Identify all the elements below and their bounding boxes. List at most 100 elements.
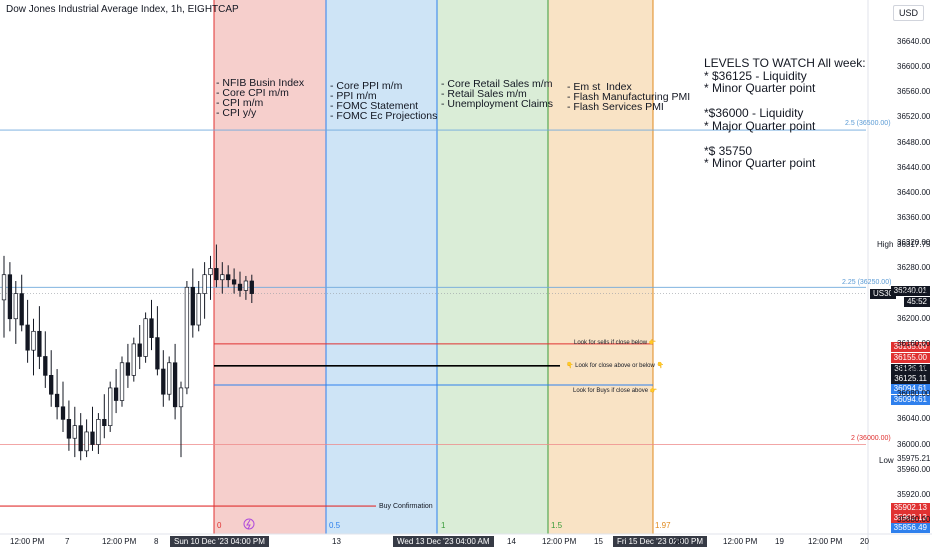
candle-down: [19, 293, 24, 326]
candle-down: [190, 286, 195, 326]
session-zone-orange: [548, 0, 653, 534]
candle-up: [143, 318, 148, 357]
candle-down: [66, 419, 72, 439]
event-note-friday: - Em st Index - Flash Manufacturing PMI …: [567, 81, 691, 113]
price-tag-buys-2: 36094.61: [890, 395, 930, 405]
time-tick: 19: [775, 537, 784, 546]
candle-down: [60, 406, 66, 420]
candle-down: [49, 374, 54, 395]
session-zone-red: [214, 0, 326, 534]
alert-bolt-icon: [243, 518, 255, 530]
low-value: 35975.21: [897, 454, 931, 463]
candle-up: [13, 293, 18, 320]
candle-down: [172, 362, 178, 408]
time-tick: 12:00 PM: [542, 537, 577, 546]
time-tag-sunday: Sun 10 Dec '23 04:00 PM: [170, 536, 269, 547]
fib-number-1-97: 1.97: [655, 521, 671, 530]
candle-up: [208, 268, 213, 276]
candle-down: [113, 387, 119, 401]
currency-button[interactable]: USD: [892, 5, 924, 21]
candle-up: [1, 274, 7, 301]
buys-note: Look for Buys if close above 👉: [573, 388, 658, 394]
price-tick: 36080.00: [897, 389, 931, 399]
candle-up: [96, 419, 101, 445]
high-value: 36317.75: [897, 240, 931, 249]
candle-up: [119, 362, 125, 401]
fib-number-1: 1: [441, 521, 446, 530]
candle-up: [178, 387, 184, 408]
candle-up: [243, 280, 249, 291]
candle-down: [54, 393, 60, 408]
candle-down: [149, 318, 154, 338]
candle-up: [131, 343, 136, 376]
candle-down: [90, 431, 95, 445]
candle-down: [231, 279, 237, 285]
candle-up: [167, 362, 172, 395]
price-tick: 36640.00: [897, 37, 931, 46]
candle-down: [78, 425, 83, 452]
candle-down: [161, 368, 166, 395]
price-tag-buy-confirmation: 35902.13: [890, 503, 930, 513]
price-tick: 36200.00: [897, 313, 931, 323]
low-label: Low: [879, 456, 894, 465]
candle-down: [43, 356, 48, 376]
fib-upper-label: 2.5 (36500.00): [845, 120, 891, 127]
price-tick: 36320.00: [897, 238, 931, 248]
price-tag-close-2: 36125.11: [891, 374, 930, 384]
candle-up: [72, 425, 77, 439]
candle-down: [237, 283, 243, 291]
candle-down: [37, 330, 42, 357]
candle-up: [202, 274, 207, 294]
time-tick: 14: [507, 537, 516, 546]
event-note-tuesday: - NFIB Busin Index - Core CPI m/m - CPI …: [216, 77, 305, 119]
price-tick: 36400.00: [897, 187, 931, 197]
candle-down: [137, 343, 142, 357]
price-tag-low-bar: 35856.49: [890, 523, 930, 533]
price-tick: 36440.00: [897, 162, 931, 172]
time-tick: 12:00 PM: [723, 537, 758, 546]
candle-down: [226, 274, 231, 281]
price-tick: 36160.00: [897, 338, 931, 348]
levels-to-watch-note: LEVELS TO WATCH All week: * $36125 - Liq…: [704, 56, 866, 170]
candle-up: [84, 431, 89, 452]
time-tag-friday: Fri 15 Dec '23 02:00 PM: [613, 536, 708, 547]
alert-bolt-icon: [246, 519, 251, 530]
price-tag-sells-2: 36155.00: [890, 353, 930, 363]
candle-down: [25, 324, 30, 351]
candle-down: [155, 337, 160, 370]
time-tick: 8: [154, 537, 159, 546]
price-tick: 36240.00: [897, 288, 931, 298]
time-tick: 12:00 PM: [10, 537, 45, 546]
price-tag-close: 36125.11: [891, 364, 930, 374]
price-tick: 36040.00: [897, 414, 931, 424]
close-note: 👇 Look for close above or below 👇: [566, 363, 664, 369]
countdown-tag: 45:52: [903, 297, 930, 307]
current-price-tag: 36240.01: [890, 286, 930, 296]
price-tag-buy-confirmation-2: 35902.13: [890, 513, 930, 523]
time-tick: 15: [594, 537, 603, 546]
fib-number-0: 0: [217, 521, 222, 530]
candle-down: [249, 280, 254, 294]
price-tag-buys: 36094.61: [890, 384, 930, 394]
time-tag-wednesday: Wed 13 Dec '23 04:00 AM: [393, 536, 494, 547]
time-tick: 20: [860, 537, 869, 546]
time-tick: 18: [674, 537, 683, 546]
candle-down: [125, 362, 131, 376]
session-zone-blue: [326, 0, 437, 534]
fib-lower-label: 2 (36000.00): [851, 435, 891, 442]
price-tick: 36560.00: [897, 87, 931, 97]
time-tick: 12:00 PM: [808, 537, 843, 546]
price-tick: 36360.00: [897, 213, 931, 223]
price-tick: 36520.00: [897, 112, 931, 122]
time-tick: 7: [65, 537, 70, 546]
candle-up: [108, 387, 113, 427]
fib-number-0-5: 0.5: [329, 521, 341, 530]
candle-up: [31, 330, 36, 351]
candle-up: [220, 274, 225, 281]
event-note-wednesday: - Core PPI m/m - PPI m/m - FOMC Statemen…: [330, 80, 438, 122]
price-tick: 36280.00: [897, 263, 931, 273]
fib-middle-label: 2.25 (36250.00): [842, 279, 892, 286]
candle-down: [214, 268, 219, 281]
chart-title: Dow Jones Industrial Average Index, 1h, …: [6, 4, 239, 15]
